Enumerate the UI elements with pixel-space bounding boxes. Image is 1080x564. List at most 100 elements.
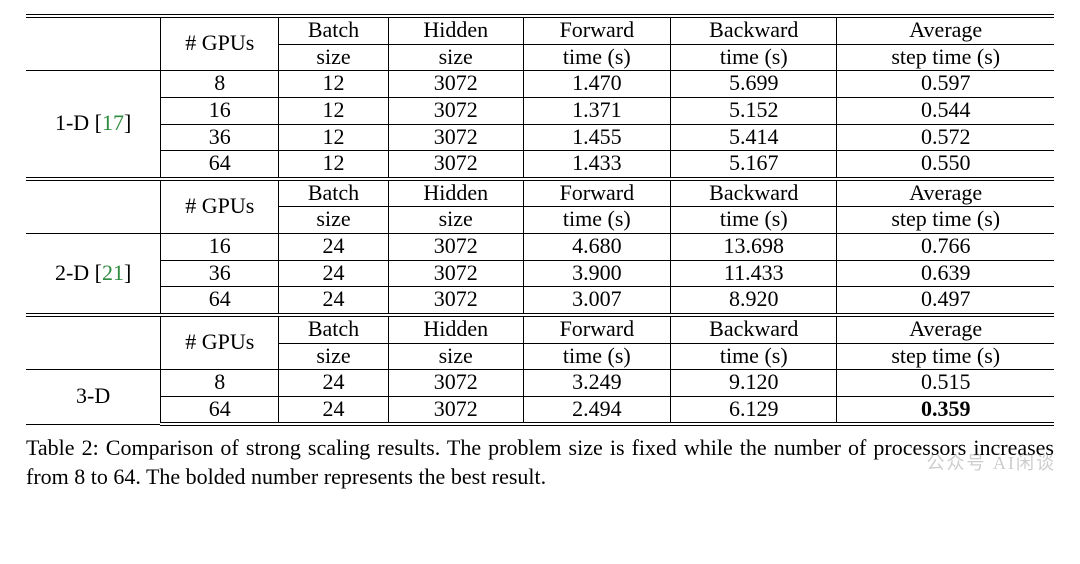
cell-backward: 5.152 [671, 97, 837, 124]
cell-forward: 1.433 [523, 151, 670, 179]
col-header-forward-bot: time (s) [523, 343, 670, 370]
cell-average: 0.572 [837, 124, 1054, 151]
cell-batch: 24 [279, 370, 389, 397]
col-header-hidden-bot: size [388, 44, 523, 71]
col-header-backward-bot: time (s) [671, 207, 837, 234]
col-header-backward-bot: time (s) [671, 343, 837, 370]
col-header-batch-bot: size [279, 44, 389, 71]
citation-link[interactable]: 21 [102, 260, 124, 285]
col-header-average-top: Average [837, 16, 1054, 44]
cell-backward: 5.167 [671, 151, 837, 179]
cell-average: 0.639 [837, 260, 1054, 287]
block-label-text: 1-D [ [55, 110, 102, 135]
col-header-batch-top: Batch [279, 179, 389, 207]
cell-batch: 24 [279, 234, 389, 261]
col-header-hidden-bot: size [388, 343, 523, 370]
cell-average: 0.544 [837, 97, 1054, 124]
cell-hidden: 3072 [388, 370, 523, 397]
row-label-empty [26, 179, 161, 234]
cell-hidden: 3072 [388, 97, 523, 124]
cell-gpus: 36 [161, 260, 279, 287]
col-header-gpus: # GPUs [161, 179, 279, 234]
cell-gpus: 64 [161, 396, 279, 424]
col-header-hidden-top: Hidden [388, 179, 523, 207]
col-header-hidden-bot: size [388, 207, 523, 234]
col-header-average-top: Average [837, 179, 1054, 207]
cell-average: 0.597 [837, 71, 1054, 98]
col-header-batch-bot: size [279, 343, 389, 370]
cell-forward: 3.249 [523, 370, 670, 397]
cell-hidden: 3072 [388, 287, 523, 315]
col-header-batch-top: Batch [279, 16, 389, 44]
cell-forward: 1.455 [523, 124, 670, 151]
cell-gpus: 16 [161, 234, 279, 261]
cell-backward: 5.699 [671, 71, 837, 98]
cell-hidden: 3072 [388, 151, 523, 179]
col-header-average-bot: step time (s) [837, 44, 1054, 71]
col-header-backward-top: Backward [671, 315, 837, 343]
cell-average: 0.766 [837, 234, 1054, 261]
cell-forward: 3.900 [523, 260, 670, 287]
cell-batch: 12 [279, 151, 389, 179]
cell-batch: 24 [279, 287, 389, 315]
cell-forward: 1.371 [523, 97, 670, 124]
cell-average: 0.550 [837, 151, 1054, 179]
cell-gpus: 64 [161, 151, 279, 179]
cell-average: 0.497 [837, 287, 1054, 315]
cell-average: 0.515 [837, 370, 1054, 397]
block-label-suffix: ] [124, 260, 131, 285]
cell-hidden: 3072 [388, 396, 523, 424]
cell-hidden: 3072 [388, 71, 523, 98]
col-header-backward-top: Backward [671, 16, 837, 44]
cell-average: 0.359 [837, 396, 1054, 424]
cell-backward: 13.698 [671, 234, 837, 261]
block-label: 2-D [21] [26, 234, 161, 315]
col-header-average-top: Average [837, 315, 1054, 343]
col-header-backward-top: Backward [671, 179, 837, 207]
cell-backward: 11.433 [671, 260, 837, 287]
col-header-average-bot: step time (s) [837, 207, 1054, 234]
cell-gpus: 16 [161, 97, 279, 124]
col-header-batch-bot: size [279, 207, 389, 234]
cell-backward: 5.414 [671, 124, 837, 151]
cell-forward: 3.007 [523, 287, 670, 315]
block-label: 3-D [26, 370, 161, 425]
col-header-forward-top: Forward [523, 16, 670, 44]
block-label-suffix: ] [124, 110, 131, 135]
citation-link[interactable]: 17 [102, 110, 124, 135]
col-header-hidden-top: Hidden [388, 315, 523, 343]
col-header-forward-top: Forward [523, 179, 670, 207]
cell-hidden: 3072 [388, 260, 523, 287]
table-caption: Table 2: Comparison of strong scaling re… [26, 434, 1054, 490]
cell-batch: 24 [279, 396, 389, 424]
cell-batch: 12 [279, 71, 389, 98]
cell-gpus: 8 [161, 370, 279, 397]
col-header-forward-bot: time (s) [523, 44, 670, 71]
block-label-text: 3-D [76, 383, 110, 408]
col-header-gpus: # GPUs [161, 16, 279, 71]
block-label: 1-D [17] [26, 71, 161, 179]
cell-forward: 1.470 [523, 71, 670, 98]
cell-gpus: 36 [161, 124, 279, 151]
col-header-forward-top: Forward [523, 315, 670, 343]
col-header-forward-bot: time (s) [523, 207, 670, 234]
best-result: 0.359 [921, 396, 971, 421]
cell-batch: 12 [279, 97, 389, 124]
block-label-text: 2-D [ [55, 260, 102, 285]
col-header-average-bot: step time (s) [837, 343, 1054, 370]
col-header-gpus: # GPUs [161, 315, 279, 370]
cell-gpus: 8 [161, 71, 279, 98]
col-header-backward-bot: time (s) [671, 44, 837, 71]
cell-backward: 9.120 [671, 370, 837, 397]
scaling-results-table: # GPUsBatchHiddenForwardBackwardAverages… [26, 14, 1054, 426]
row-label-empty [26, 315, 161, 370]
col-header-batch-top: Batch [279, 315, 389, 343]
col-header-hidden-top: Hidden [388, 16, 523, 44]
cell-backward: 8.920 [671, 287, 837, 315]
cell-gpus: 64 [161, 287, 279, 315]
row-label-empty [26, 16, 161, 71]
cell-batch: 12 [279, 124, 389, 151]
cell-forward: 4.680 [523, 234, 670, 261]
cell-hidden: 3072 [388, 234, 523, 261]
cell-backward: 6.129 [671, 396, 837, 424]
